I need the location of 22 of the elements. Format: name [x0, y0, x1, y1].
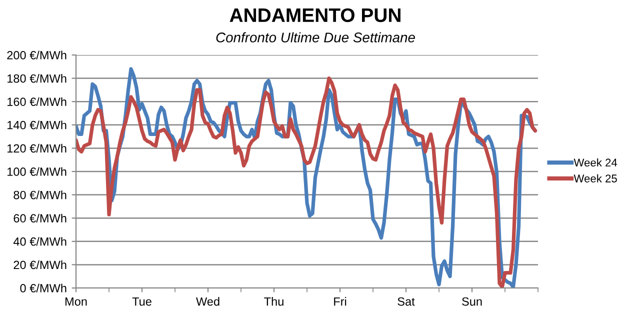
y-tick-label: 160 €/MWh — [8, 97, 66, 106]
y-tick-label: 40 €/MWh — [13, 237, 66, 246]
y-tick-label: 0 €/MWh — [20, 284, 66, 292]
y-tick-label: 140 €/MWh — [8, 120, 66, 130]
x-tick-label: Wed — [196, 297, 220, 306]
y-tick-label: 180 €/MWh — [8, 74, 66, 83]
y-tick-label: 100 €/MWh — [8, 167, 66, 176]
x-tick-label: Sun — [462, 297, 482, 306]
y-tick-label: 80 €/MWh — [14, 190, 66, 200]
x-tick-label: Thu — [264, 297, 284, 306]
chart-subtitle: Confronto Ultime Due Settimane — [216, 32, 415, 42]
chart-title: ANDAMENTO PUN — [230, 8, 400, 22]
y-tick-label: 60 €/MWh — [14, 214, 66, 222]
legend-label: Week 24 — [574, 158, 618, 167]
y-tick-label: 120 €/MWh — [8, 144, 66, 153]
x-tick-label: Mon — [65, 297, 87, 306]
x-tick-label: Sat — [398, 297, 415, 306]
x-tick-label: Fri — [334, 297, 346, 306]
y-tick-label: 20 €/MWh — [14, 260, 66, 270]
legend-label: Week 25 — [574, 174, 617, 182]
y-tick-label: 200 €/MWh — [7, 50, 66, 60]
x-tick-label: Tue — [132, 297, 152, 306]
